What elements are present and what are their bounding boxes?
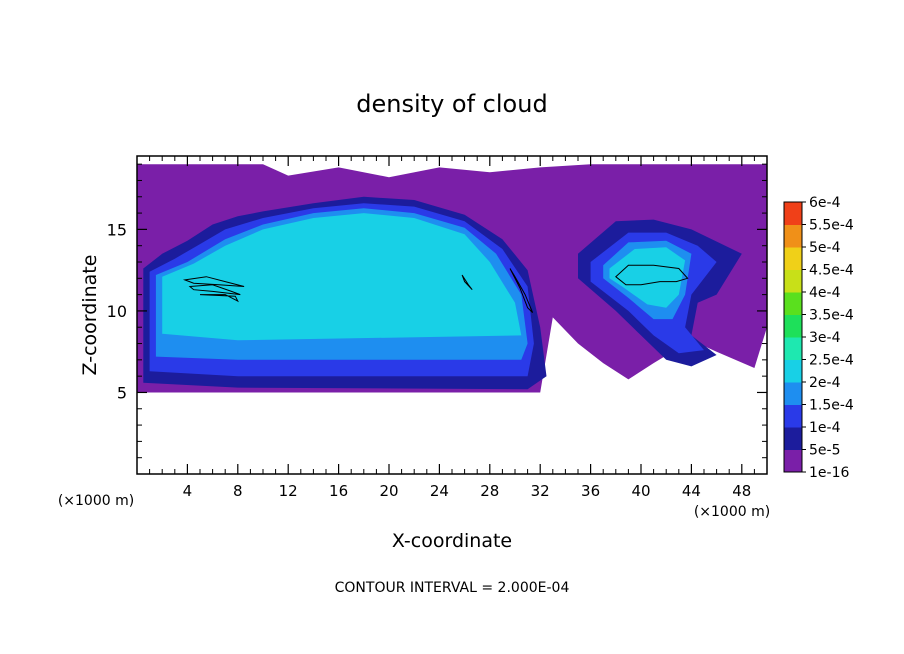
colorbar-label: 6e-4 [809,195,841,211]
colorbar-swatch [784,202,802,225]
colorbar-label: 3e-4 [809,330,841,346]
x-tick-label: 12 [279,482,298,500]
contour-line-0 [182,276,245,287]
colorbar-swatch [784,382,802,405]
density-region-8 [609,247,686,308]
x-tick-label: 28 [480,482,499,500]
colorbar-label: 1e-4 [809,420,841,436]
x-unit-label: (×1000 m) [58,493,134,509]
chart-title: density of cloud [356,90,547,118]
x-tick-label: 32 [531,482,550,500]
colorbar-swatch [784,224,802,248]
colorbar-swatch [784,314,802,338]
y-axis: 5 10 15 [107,163,767,459]
y-unit-label: (×1000 m) [694,504,770,520]
plot-area [137,156,767,474]
x-tick-label: 40 [631,482,650,500]
colorbar-swatch [784,269,802,293]
colorbar-label: 5e-5 [809,443,840,459]
contour-lines [182,264,689,313]
contour-interval-note: CONTOUR INTERVAL = 2.000E-04 [335,580,570,596]
colorbar-swatch [784,359,802,383]
colorbar-label: 4e-4 [809,285,841,301]
x-tick-label: 4 [183,482,193,500]
colorbar-label: 5.5e-4 [809,218,854,234]
x-axis: 4 8 12 16 20 24 28 32 36 40 44 48 [149,156,755,500]
colorbar-label: 5e-4 [809,240,841,256]
x-axis-label: X-coordinate [392,530,512,552]
colorbar-swatch [784,449,802,473]
colorbar-swatch [784,337,802,360]
contour-line-2 [199,294,239,303]
colorbar-swatch [784,427,802,450]
x-tick-label: 8 [233,482,243,500]
colorbar-label: 4.5e-4 [809,263,854,279]
contour-line-3 [461,274,473,291]
density-region-7 [162,213,522,341]
contour-line-5 [615,264,689,286]
colorbar-swatch [784,404,802,428]
y-tick-label: 5 [117,383,127,402]
x-tick-label: 36 [581,482,600,500]
colorbar-label: 2.5e-4 [809,353,854,369]
colorbar-label: 2e-4 [809,375,841,391]
x-tick-label: 48 [732,482,751,500]
colorbar: 1e-16 5e-5 1e-4 1.5e-4 2e-4 2.5e-4 3e-4 3.5e-4 4… [783,195,854,481]
x-tick-label: 16 [329,482,348,500]
colorbar-swatch [784,292,802,315]
x-tick-label: 44 [682,482,701,500]
density-regions [137,164,767,393]
contour-line-4 [509,268,534,313]
colorbar-label: 3.5e-4 [809,308,854,324]
colorbar-label: 1.5e-4 [809,398,854,414]
x-tick-label: 20 [379,482,398,500]
y-tick-label: 15 [107,220,127,239]
colorbar-swatch [784,247,802,270]
colorbar-label: 1e-16 [809,465,849,481]
contour-line-1 [188,284,241,296]
y-axis-label: Z-coordinate [79,255,101,376]
x-tick-label: 24 [430,482,449,500]
y-tick-label: 10 [107,302,127,321]
